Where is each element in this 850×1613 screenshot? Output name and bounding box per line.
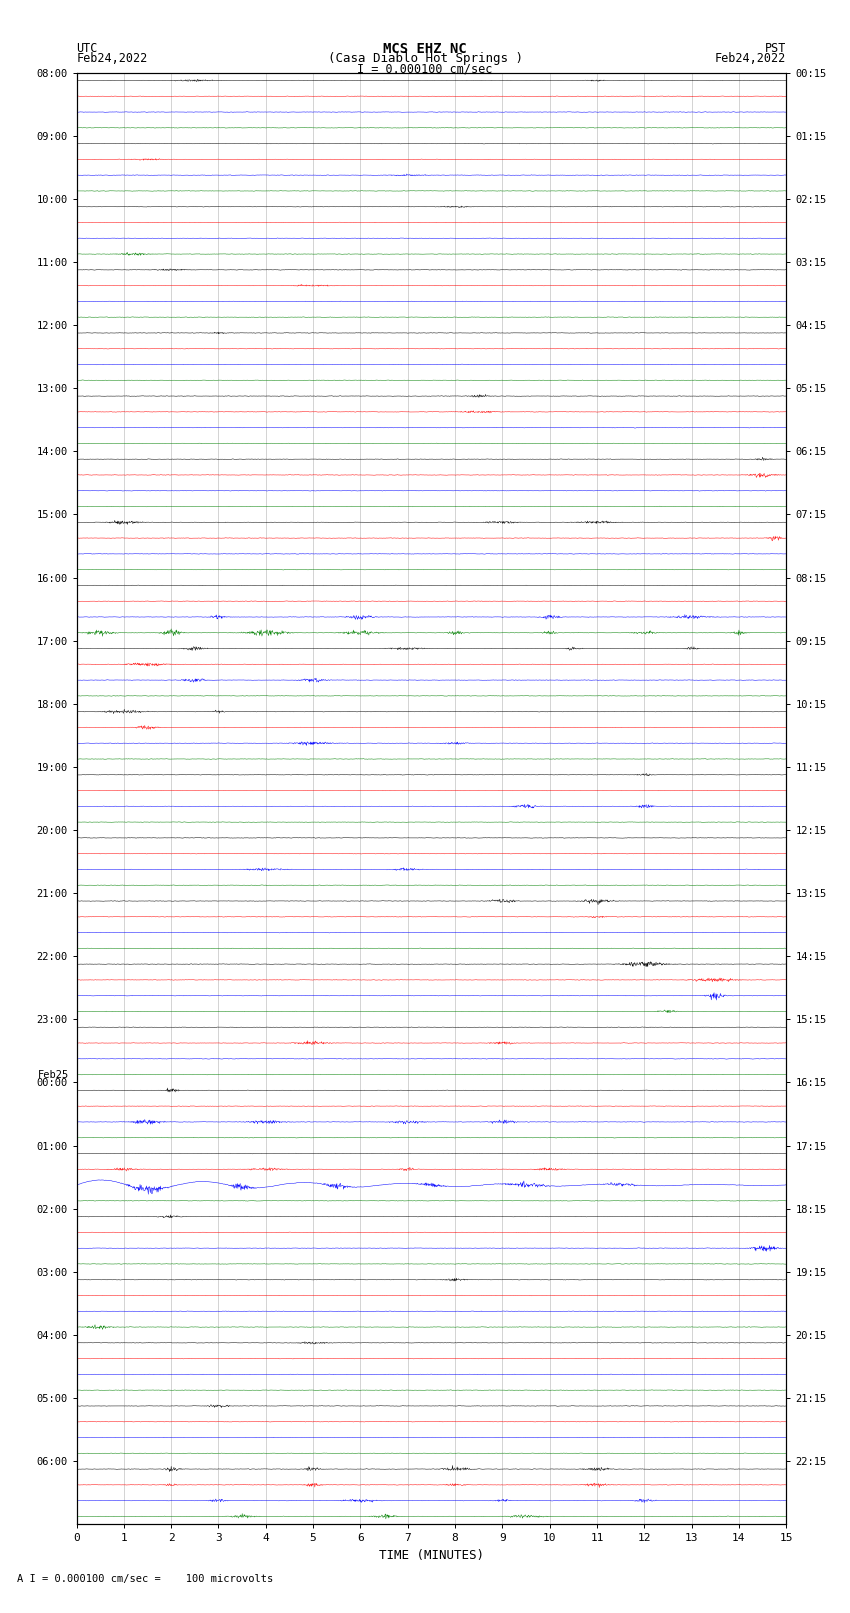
Text: Feb24,2022: Feb24,2022 <box>76 52 148 65</box>
X-axis label: TIME (MINUTES): TIME (MINUTES) <box>379 1548 484 1561</box>
Text: (Casa Diablo Hot Springs ): (Casa Diablo Hot Springs ) <box>327 52 523 65</box>
Text: MCS EHZ NC: MCS EHZ NC <box>383 42 467 56</box>
Text: PST: PST <box>765 42 786 55</box>
Text: UTC: UTC <box>76 42 98 55</box>
Text: A I = 0.000100 cm/sec =    100 microvolts: A I = 0.000100 cm/sec = 100 microvolts <box>17 1574 273 1584</box>
Text: I = 0.000100 cm/sec: I = 0.000100 cm/sec <box>357 63 493 76</box>
Text: Feb25: Feb25 <box>38 1069 70 1079</box>
Text: Feb24,2022: Feb24,2022 <box>715 52 786 65</box>
